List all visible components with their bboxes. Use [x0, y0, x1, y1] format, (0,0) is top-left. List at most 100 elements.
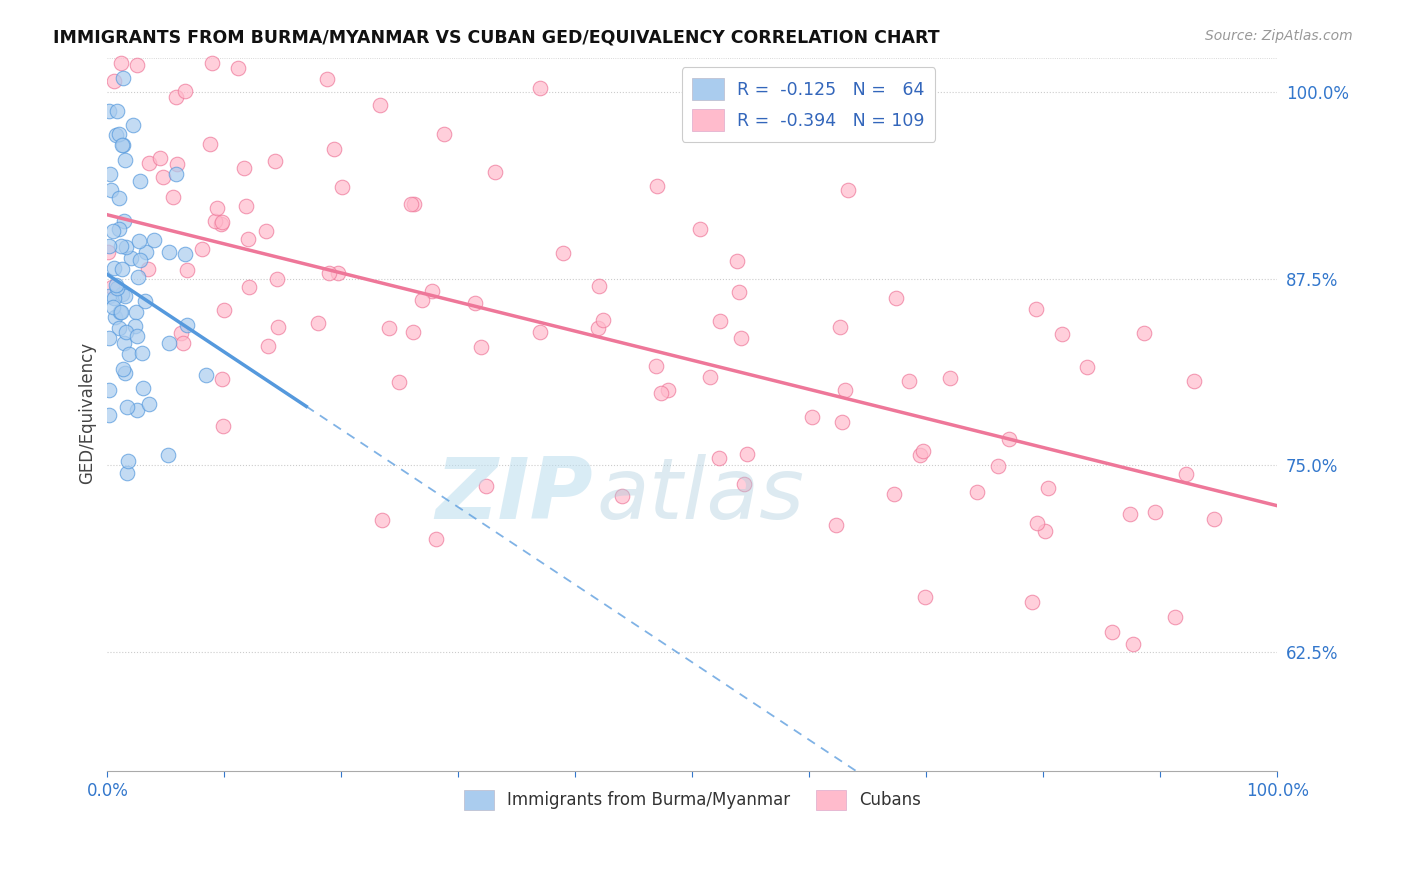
- Point: [98, 167, 121, 181]
- Point: [1052, 327, 1074, 342]
- Point: [529, 81, 551, 95]
- Point: [138, 156, 160, 170]
- Point: [108, 305, 131, 319]
- Point: [162, 190, 184, 204]
- Point: [233, 161, 256, 175]
- Point: [1122, 637, 1144, 651]
- Point: [257, 339, 280, 353]
- Text: Source: ZipAtlas.com: Source: ZipAtlas.com: [1205, 29, 1353, 43]
- Point: [1133, 326, 1156, 340]
- Point: [118, 347, 141, 361]
- Point: [484, 165, 506, 179]
- Point: [1025, 516, 1047, 531]
- Point: [117, 466, 139, 480]
- Point: [529, 326, 551, 340]
- Point: [209, 217, 232, 231]
- Point: [138, 262, 160, 277]
- Point: [127, 270, 149, 285]
- Point: [112, 213, 135, 227]
- Point: [98, 103, 121, 118]
- Point: [201, 55, 224, 70]
- Point: [101, 224, 124, 238]
- Point: [883, 486, 905, 500]
- Point: [267, 320, 290, 334]
- Point: [399, 197, 422, 211]
- Point: [1174, 467, 1197, 481]
- Point: [125, 305, 148, 319]
- Point: [837, 183, 859, 197]
- Point: [733, 476, 755, 491]
- Point: [828, 319, 851, 334]
- Point: [728, 285, 751, 299]
- Point: [238, 280, 260, 294]
- Point: [371, 513, 394, 527]
- Point: [176, 318, 198, 333]
- Point: [173, 247, 195, 261]
- Point: [204, 214, 226, 228]
- Point: [132, 381, 155, 395]
- Point: [553, 246, 575, 260]
- Point: [709, 314, 731, 328]
- Point: [1076, 360, 1098, 375]
- Point: [316, 72, 339, 87]
- Point: [1204, 512, 1226, 526]
- Point: [103, 73, 125, 87]
- Point: [966, 484, 988, 499]
- Point: [165, 167, 187, 181]
- Point: [105, 128, 128, 142]
- Point: [689, 222, 711, 236]
- Point: [1101, 625, 1123, 640]
- Point: [657, 384, 679, 398]
- Point: [420, 284, 443, 298]
- Point: [998, 432, 1021, 446]
- Point: [97, 239, 120, 253]
- Point: [1164, 610, 1187, 624]
- Point: [987, 458, 1010, 473]
- Point: [124, 318, 146, 333]
- Legend: Immigrants from Burma/Myanmar, Cubans: Immigrants from Burma/Myanmar, Cubans: [457, 783, 928, 817]
- Point: [105, 104, 128, 119]
- Text: ZIP: ZIP: [436, 454, 593, 537]
- Point: [388, 375, 411, 389]
- Point: [138, 397, 160, 411]
- Point: [897, 375, 920, 389]
- Point: [1025, 301, 1047, 316]
- Point: [98, 408, 121, 422]
- Point: [135, 244, 157, 259]
- Point: [108, 127, 131, 141]
- Point: [149, 152, 172, 166]
- Point: [1182, 374, 1205, 388]
- Point: [588, 279, 610, 293]
- Point: [725, 253, 748, 268]
- Point: [170, 326, 193, 340]
- Point: [112, 335, 135, 350]
- Point: [211, 215, 233, 229]
- Point: [699, 370, 721, 384]
- Point: [111, 261, 134, 276]
- Point: [114, 366, 136, 380]
- Point: [129, 174, 152, 188]
- Point: [425, 533, 447, 547]
- Point: [475, 479, 498, 493]
- Point: [1143, 505, 1166, 519]
- Point: [1033, 524, 1056, 538]
- Point: [110, 304, 132, 318]
- Point: [111, 70, 134, 85]
- Point: [194, 368, 217, 383]
- Point: [110, 238, 132, 252]
- Point: [1036, 481, 1059, 495]
- Point: [110, 138, 132, 153]
- Point: [98, 383, 121, 397]
- Point: [117, 453, 139, 467]
- Point: [104, 310, 127, 324]
- Point: [103, 291, 125, 305]
- Point: [198, 137, 221, 152]
- Point: [122, 118, 145, 132]
- Point: [330, 179, 353, 194]
- Y-axis label: GED/Equivalency: GED/Equivalency: [79, 343, 96, 484]
- Point: [266, 272, 288, 286]
- Point: [105, 281, 128, 295]
- Point: [143, 233, 166, 247]
- Point: [463, 295, 485, 310]
- Point: [939, 371, 962, 385]
